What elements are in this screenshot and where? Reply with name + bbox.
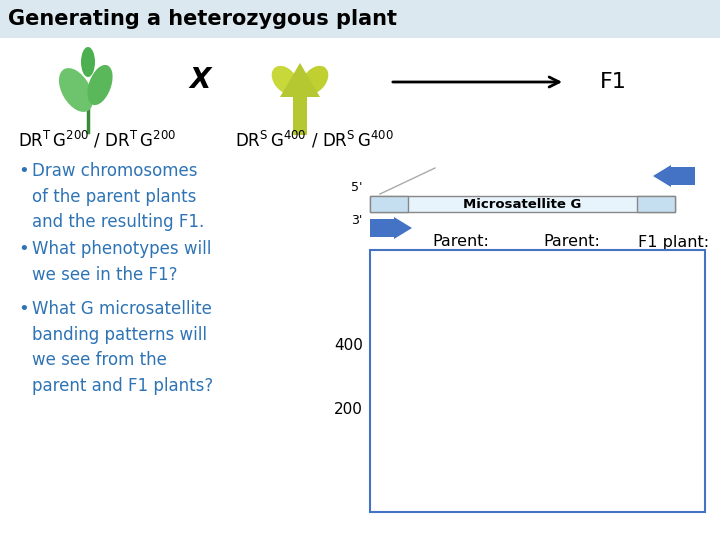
Bar	[370, 196, 408, 212]
Text: F1 plant:: F1 plant:	[638, 234, 709, 249]
Text: Draw chromosomes
of the parent plants
and the resulting F1.: Draw chromosomes of the parent plants an…	[32, 162, 204, 232]
Text: Parent:: Parent:	[432, 234, 489, 249]
Bar	[370, 196, 675, 212]
Text: Microsatellite G: Microsatellite G	[463, 198, 582, 211]
Polygon shape	[280, 63, 320, 135]
Text: 3': 3'	[351, 214, 362, 227]
Text: $\mathregular{DR^S\,G^{400}}$ / $\mathregular{DR^S\,G^{400}}$: $\mathregular{DR^S\,G^{400}}$ / $\mathre…	[235, 130, 394, 151]
Text: •: •	[18, 240, 29, 258]
Text: F1: F1	[600, 72, 627, 92]
Text: •: •	[18, 300, 29, 318]
Bar	[370, 250, 705, 512]
Bar	[0, 0, 720, 38]
Text: What G microsatellite
banding patterns will
we see from the
parent and F1 plants: What G microsatellite banding patterns w…	[32, 300, 213, 395]
Ellipse shape	[87, 65, 112, 105]
Text: $\mathregular{DR^T\,G^{200}}$ / $\mathregular{DR^T\,G^{200}}$: $\mathregular{DR^T\,G^{200}}$ / $\mathre…	[18, 130, 176, 151]
Bar	[637, 196, 675, 212]
Text: 400: 400	[334, 338, 363, 353]
Text: 200: 200	[334, 402, 363, 417]
Text: Generating a heterozygous plant: Generating a heterozygous plant	[8, 9, 397, 29]
Ellipse shape	[271, 66, 298, 94]
FancyArrow shape	[370, 217, 412, 239]
Ellipse shape	[81, 47, 95, 77]
Ellipse shape	[302, 66, 328, 94]
Ellipse shape	[59, 68, 93, 112]
Text: •: •	[18, 162, 29, 180]
Text: 5': 5'	[351, 181, 362, 194]
FancyArrow shape	[653, 165, 695, 187]
Text: Parent:: Parent:	[543, 234, 600, 249]
Text: What phenotypes will
we see in the F1?: What phenotypes will we see in the F1?	[32, 240, 212, 284]
Text: X: X	[189, 66, 211, 94]
